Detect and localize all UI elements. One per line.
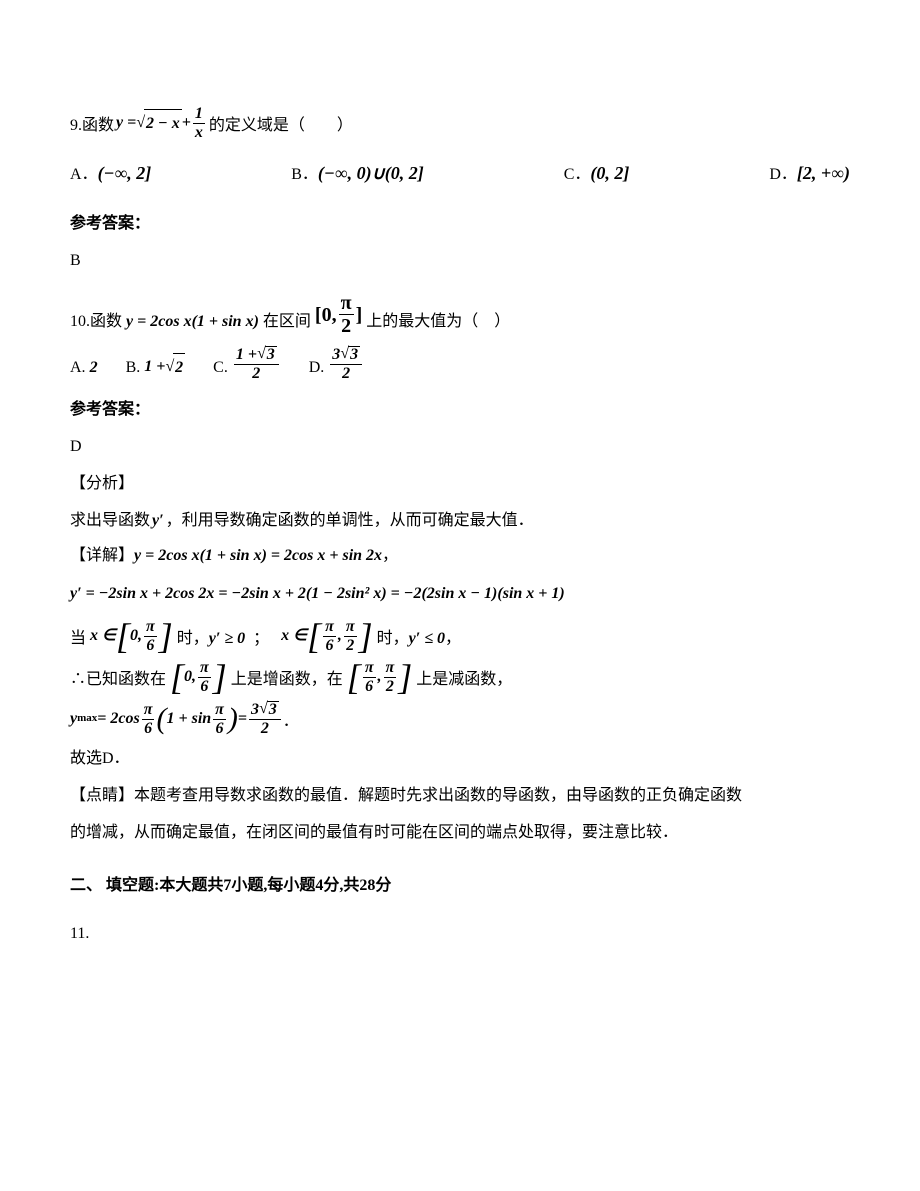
- detail-eq2: y′ = −2sin x + 2cos 2x = −2sin x + 2(1 −…: [70, 580, 850, 609]
- q10-option-d: D. 33 2: [309, 346, 364, 382]
- section-2-title: 二、 填空题:本大题共7小题,每小题4分,共28分: [70, 872, 850, 901]
- q10-interval: [0, π2 ]: [315, 293, 362, 336]
- analysis-label: 【分析】: [70, 470, 850, 499]
- analysis-line: 求出导函数 y′ ，利用导数确定函数的单调性，从而可确定最大值．: [70, 507, 850, 536]
- comment-line1: 【点睛】 本题考查用导数求函数的最值．解题时先求出函数的导函数，由导函数的正负确…: [70, 782, 850, 811]
- q9-option-b: B．(−∞, 0)∪(0, 2]: [291, 157, 424, 190]
- q9-answer: B: [70, 247, 850, 276]
- q10-option-c: C. 1 + 3 2: [213, 346, 281, 382]
- detail-label: 【详解】: [70, 542, 134, 571]
- frac-1-x: 1 x: [193, 106, 205, 141]
- q9-option-c: C．(0, 2]: [564, 157, 630, 190]
- comment-label: 【点睛】: [70, 782, 134, 811]
- q10-option-a: A. 2: [70, 354, 98, 383]
- detail-interval-1: 当 x ∈ [ 0, π6 ] 时， y′ ≥ 0 ； x ∈ [ π6 , π…: [70, 619, 850, 654]
- q10-mid1: 在区间: [263, 308, 311, 337]
- sqrt-2-minus-x: 2 − x: [136, 109, 181, 139]
- q10-select: 故选D．: [70, 745, 850, 774]
- q10-options: A. 2 B. 1 + 2 C. 1 + 3 2 D. 33 2: [70, 346, 850, 382]
- q10-answer-label: 参考答案：: [70, 396, 850, 425]
- q9-stem: 9. 函数 y = 2 − x + 1 x 的定义域是（ ）: [70, 106, 850, 141]
- q10-stem: 10. 函数 y = 2cos x(1 + sin x) 在区间 [0, π2 …: [70, 293, 850, 336]
- detail-monotone: ∴已知函数在 [ 0, π6 ] 上是增函数，在 [ π6 , π2 ] 上是减…: [70, 660, 850, 695]
- q9-number: 9.: [70, 112, 82, 141]
- q11-number: 11.: [70, 920, 850, 949]
- q9-option-d: D．[2, +∞): [769, 157, 850, 190]
- q9-formula: y = 2 − x + 1 x: [116, 106, 207, 141]
- q10-func: y = 2cos x(1 + sin x): [126, 308, 259, 337]
- comment-line2: 的增减，从而确定最值，在闭区间的最值有时可能在区间的端点处取得，要注意比较．: [70, 819, 850, 848]
- detail-ymax: ymax = 2cos π6 ( 1 + sin π6 ) = 33 2 ．: [70, 701, 850, 737]
- q9-answer-label: 参考答案：: [70, 210, 850, 239]
- q10-prefix: 函数: [90, 308, 122, 337]
- q10-mid2: 上的最大值为（ ）: [366, 308, 510, 337]
- q9-options: A．(−∞, 2] B．(−∞, 0)∪(0, 2] C．(0, 2] D．[2…: [70, 157, 850, 190]
- detail-eq1: 【详解】 y = 2cos x(1 + sin x) = 2cos x + si…: [70, 542, 850, 571]
- q10-answer: D: [70, 433, 850, 462]
- q9-prefix: 函数: [82, 112, 114, 141]
- q10-number: 10.: [70, 308, 90, 337]
- q9-suffix: 的定义域是（ ）: [209, 112, 353, 141]
- q9-option-a: A．(−∞, 2]: [70, 157, 151, 190]
- q10-option-b: B. 1 + 2: [126, 353, 186, 383]
